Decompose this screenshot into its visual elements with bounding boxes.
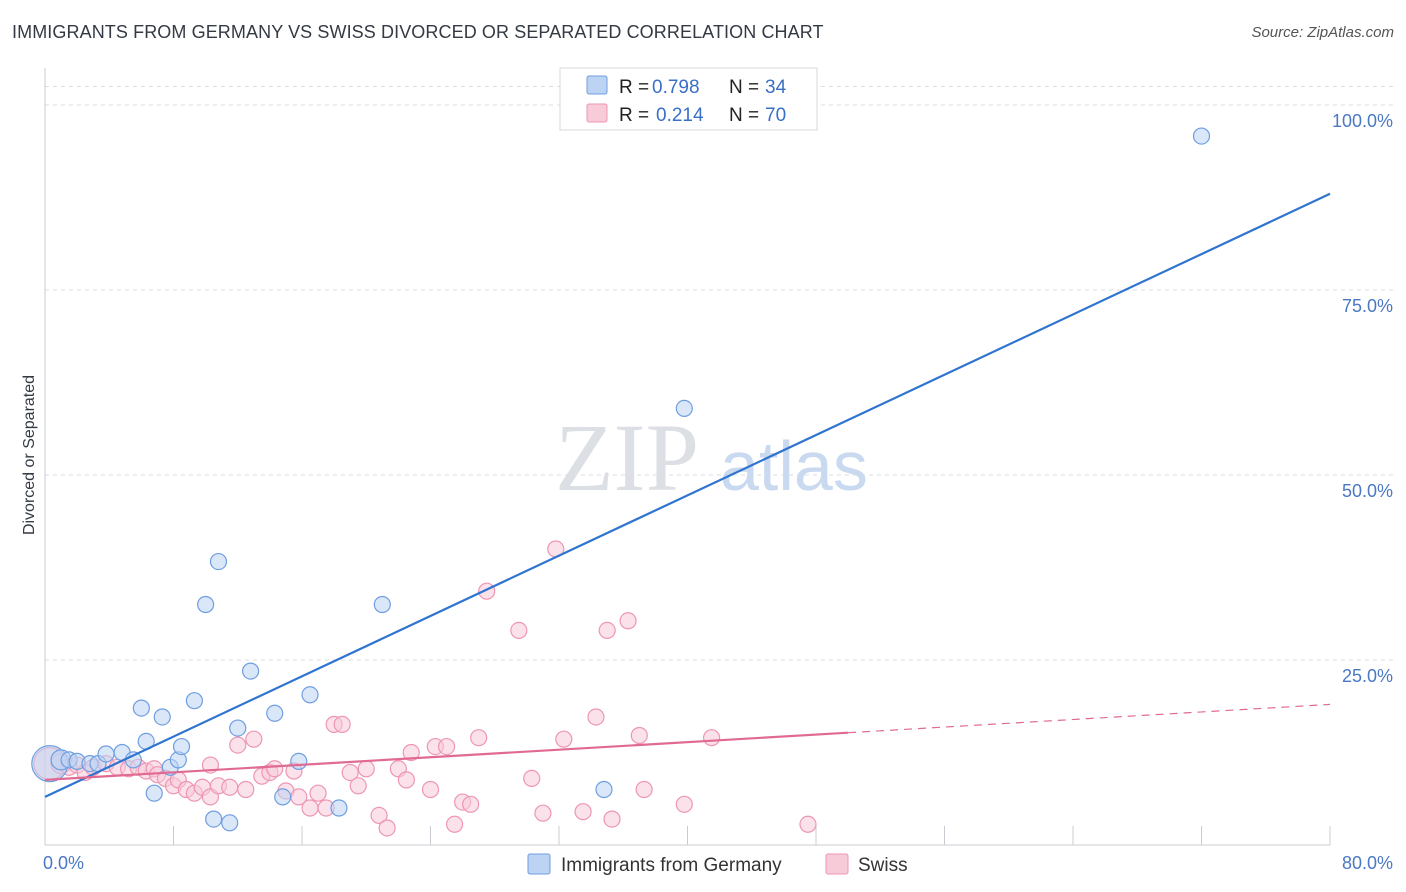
watermark-atlas: atlas <box>720 427 868 505</box>
swiss-point-67 <box>799 815 817 833</box>
germany-point-30 <box>675 399 693 417</box>
swiss-point-57 <box>555 730 573 748</box>
x-tick-label-1: 80.0% <box>1342 853 1393 873</box>
swiss-point-22 <box>221 778 239 796</box>
swiss-point-65 <box>675 795 693 813</box>
swiss-point-37 <box>341 763 359 782</box>
germany-point-25 <box>290 752 308 770</box>
swiss-point-28 <box>266 760 284 778</box>
swiss-point-62 <box>619 612 637 630</box>
germany-point-21 <box>229 719 247 737</box>
germany-point-31 <box>1192 127 1211 145</box>
swiss-point-64 <box>635 780 653 799</box>
germany-point-26 <box>301 686 319 704</box>
swiss-point-54 <box>523 769 541 788</box>
swiss-point-51 <box>470 729 488 747</box>
germany-r-label: R = <box>619 77 649 98</box>
swiss-point-33 <box>309 784 327 802</box>
germany-trend-line <box>44 192 1331 798</box>
germany-n-label: N = <box>729 77 759 98</box>
swiss-point-36 <box>333 715 351 733</box>
germany-n-value: 34 <box>765 77 787 98</box>
germany-point-24 <box>274 788 292 806</box>
y-tick-label-0: 25.0% <box>1342 666 1393 686</box>
swiss-n-label: N = <box>729 105 759 126</box>
swiss-point-47 <box>437 737 456 756</box>
germany-point-27 <box>330 799 348 817</box>
x-tick-label-0: 0.0% <box>43 853 84 873</box>
swiss-point-63 <box>630 726 648 745</box>
swiss-point-24 <box>237 780 255 799</box>
swiss-point-39 <box>357 760 375 778</box>
swiss-point-59 <box>587 708 605 726</box>
swiss-trend-line <box>44 731 849 781</box>
swiss-point-50 <box>462 795 480 813</box>
germany-r-value: 0.798 <box>652 77 700 98</box>
germany-point-15 <box>172 737 191 756</box>
swiss-point-23 <box>229 736 247 754</box>
germany-point-12 <box>153 708 171 726</box>
swiss-point-38 <box>349 777 367 795</box>
germany-point-9 <box>132 699 150 717</box>
stats-legend: R = 0.798 N = 34 R = 0.214 N = 70 <box>559 67 818 131</box>
swiss-point-32 <box>301 799 319 817</box>
germany-point-22 <box>242 662 260 680</box>
germany-point-20 <box>221 814 239 832</box>
chart-title: IMMIGRANTS FROM GERMANY VS SWISS DIVORCE… <box>12 22 824 42</box>
germany-point-28 <box>373 595 391 614</box>
y-tick-label-1: 50.0% <box>1342 481 1393 501</box>
germany-point-29 <box>595 780 613 799</box>
swiss-point-48 <box>445 815 464 833</box>
series-legend: Immigrants from Germany Swiss <box>527 853 908 876</box>
swiss-point-66 <box>702 729 721 747</box>
swiss-point-44 <box>402 743 420 762</box>
germany-series-swatch <box>527 853 551 875</box>
germany-point-11 <box>145 784 163 802</box>
swiss-point-45 <box>421 780 440 799</box>
y-axis-label: Divorced or Separated <box>21 375 38 535</box>
germany-point-23 <box>266 704 284 722</box>
swiss-point-61 <box>603 810 621 828</box>
swiss-point-58 <box>574 803 592 821</box>
swiss-point-41 <box>378 819 396 837</box>
tick-labels: 25.0% 50.0% 75.0% 100.0% 0.0% 80.0% <box>43 111 1393 873</box>
grid-lines <box>45 86 1395 661</box>
germany-series-label: Immigrants from Germany <box>561 855 782 876</box>
trend-lines <box>44 192 1331 798</box>
swiss-point-60 <box>598 621 616 640</box>
watermark: ZIP atlas <box>555 404 868 511</box>
germany-point-6 <box>97 745 115 763</box>
swiss-series-swatch <box>825 853 849 875</box>
swiss-point-40 <box>370 806 388 825</box>
swiss-series-label: Swiss <box>858 855 908 876</box>
y-tick-label-2: 75.0% <box>1342 296 1393 316</box>
swiss-point-53 <box>510 621 528 640</box>
germany-legend-swatch <box>586 75 608 95</box>
germany-point-19 <box>209 552 228 571</box>
germany-point-17 <box>197 595 215 614</box>
swiss-r-label: R = <box>619 105 649 126</box>
germany-point-18 <box>205 810 223 828</box>
swiss-point-25 <box>245 730 263 748</box>
swiss-point-55 <box>534 804 552 822</box>
axes <box>44 68 1331 846</box>
source-label: Source: ZipAtlas.com <box>1251 24 1394 41</box>
swiss-point-43 <box>397 771 416 789</box>
swiss-legend-swatch <box>586 103 608 123</box>
swiss-r-value: 0.214 <box>656 105 704 126</box>
germany-point-16 <box>185 692 203 710</box>
swiss-n-value: 70 <box>765 105 786 126</box>
watermark-zip: ZIP <box>555 404 699 511</box>
swiss-trend-line-extension <box>848 703 1331 734</box>
y-tick-label-3: 100.0% <box>1332 111 1393 131</box>
germany-points <box>31 127 1211 832</box>
